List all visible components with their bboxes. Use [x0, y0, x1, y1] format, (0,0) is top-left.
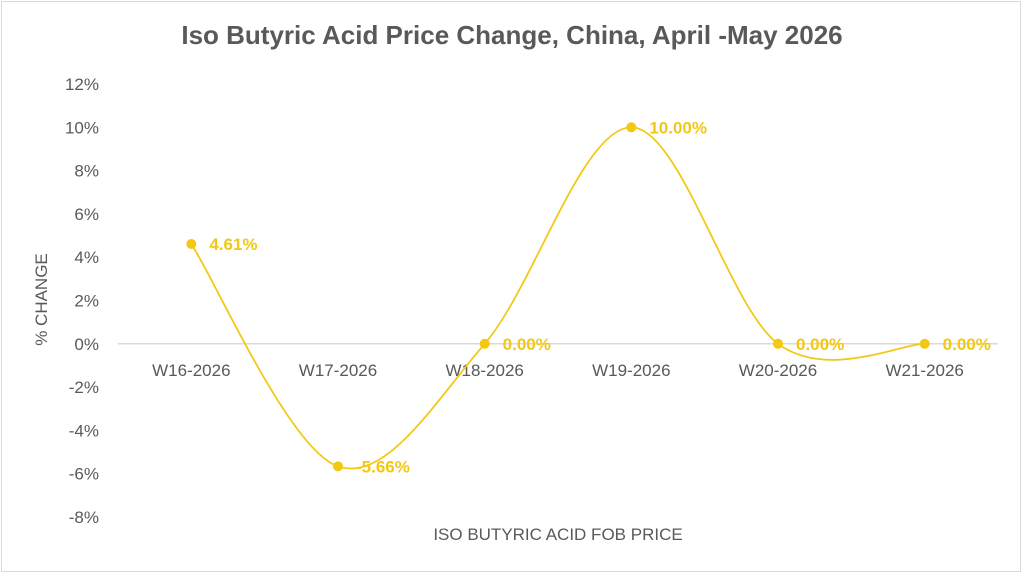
- data-labels: 4.61% -5.66% 0.00% 10.00% 0.00% 0.00%: [209, 118, 991, 476]
- y-tick-label: -2%: [69, 378, 99, 397]
- data-point: [479, 338, 490, 349]
- chart-title: Iso Butyric Acid Price Change, China, Ap…: [181, 20, 843, 50]
- data-label: -5.66%: [356, 457, 410, 476]
- y-tick-label: -6%: [69, 465, 99, 484]
- x-tick-label: W18-2026: [445, 361, 523, 380]
- data-point: [186, 238, 197, 249]
- x-tick-label: W17-2026: [299, 361, 377, 380]
- x-tick-label: W16-2026: [152, 361, 230, 380]
- x-axis-label: ISO BUTYRIC ACID FOB PRICE: [433, 525, 682, 544]
- x-tick-label: W21-2026: [885, 361, 963, 380]
- y-tick-label: 12%: [65, 75, 99, 94]
- data-label: 0.00%: [503, 335, 551, 354]
- y-axis-label: % CHANGE: [32, 253, 51, 346]
- x-axis-ticks: W16-2026 W17-2026 W18-2026 W19-2026 W20-2026…: [152, 361, 964, 380]
- data-point: [919, 338, 930, 349]
- data-label: 4.61%: [209, 235, 257, 254]
- y-tick-label: -8%: [69, 508, 99, 527]
- x-tick-label: W19-2026: [592, 361, 670, 380]
- x-tick-label: W20-2026: [739, 361, 817, 380]
- data-point: [773, 338, 783, 349]
- y-tick-label: 8%: [74, 162, 99, 181]
- data-label: 0.00%: [943, 335, 991, 354]
- y-axis-ticks: 12% 10% 8% 6% 4% 2% 0% -2% -4% -6% -8%: [65, 75, 99, 527]
- data-label: 0.00%: [796, 335, 844, 354]
- y-tick-label: 0%: [74, 335, 99, 354]
- series-points: [186, 122, 930, 472]
- y-tick-label: -4%: [69, 421, 99, 440]
- y-tick-label: 2%: [74, 292, 99, 311]
- data-point: [626, 122, 637, 133]
- y-tick-label: 10%: [65, 118, 99, 137]
- y-tick-label: 4%: [74, 248, 99, 267]
- y-tick-label: 6%: [74, 205, 99, 224]
- data-point: [333, 461, 343, 472]
- series-line: [190, 126, 925, 470]
- data-label: 10.00%: [649, 118, 707, 137]
